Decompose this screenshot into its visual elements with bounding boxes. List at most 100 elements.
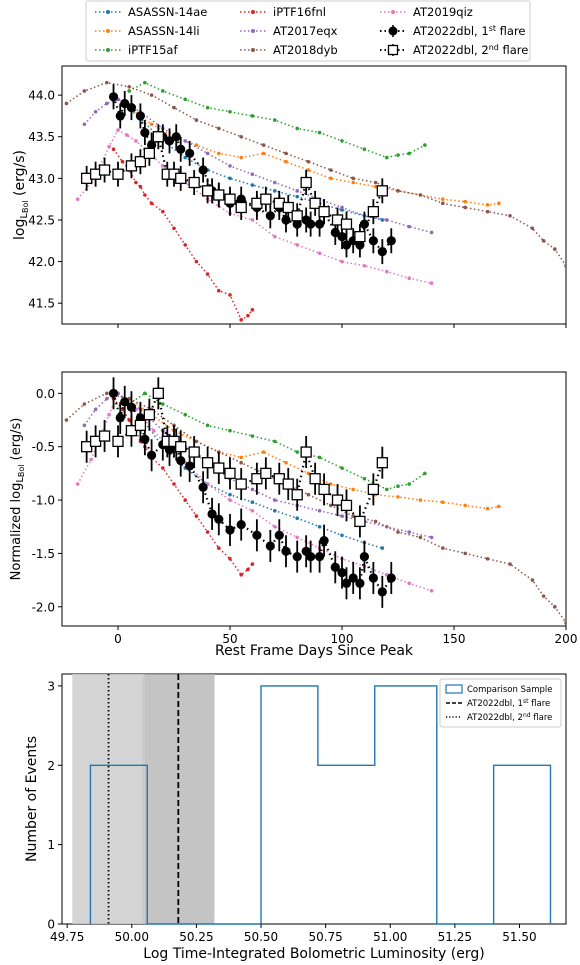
- data-point: [239, 460, 243, 465]
- panel-top-frame: [61, 65, 567, 325]
- panel-middle: -2.0 -1.5 -1.0 -0.5 0.0 0 50 100 150 200 Normaliz…: [9, 371, 577, 659]
- data-point: [463, 205, 468, 210]
- data-point: [541, 594, 546, 598]
- data-point: [183, 155, 187, 160]
- legend-marker: [106, 48, 110, 52]
- x-tick-label: 100: [331, 632, 354, 646]
- data-point: [340, 205, 344, 210]
- data-point: [127, 418, 131, 422]
- data-point: [250, 183, 255, 187]
- data-point: [149, 93, 154, 97]
- y-tick-label: 42.0: [28, 255, 55, 269]
- legend-marker: [251, 48, 255, 52]
- y-tick-label: 44.0: [28, 89, 55, 103]
- data-point: [295, 516, 300, 521]
- data-point: [385, 487, 389, 492]
- data-point: [273, 234, 277, 239]
- data-point: [485, 209, 490, 214]
- data-point: [194, 259, 199, 264]
- data-point: [306, 471, 311, 476]
- legend-label: iPTF16fnl: [273, 5, 326, 19]
- legend-frame: [85, 0, 531, 62]
- data-point: [134, 180, 138, 185]
- data-point: [485, 203, 490, 207]
- data-point: [107, 412, 111, 417]
- data-point: [359, 219, 369, 229]
- legend-item-asassn-14ae: ASASSN-14ae: [95, 5, 207, 19]
- data-point: [134, 139, 138, 143]
- data-point: [89, 457, 93, 462]
- data-point: [105, 396, 109, 401]
- data-point: [75, 197, 80, 201]
- data-point: [228, 428, 232, 433]
- data-point: [284, 460, 288, 465]
- data-point: [188, 176, 200, 189]
- data-point: [429, 281, 434, 286]
- data-point: [315, 552, 325, 562]
- data-point: [239, 134, 243, 139]
- data-point: [213, 462, 225, 474]
- data-point: [273, 498, 277, 502]
- data-point: [143, 147, 156, 160]
- data-point: [309, 473, 321, 485]
- data-point: [235, 201, 247, 214]
- data-point: [250, 500, 255, 505]
- legend-item-comparison-sample: Comparison Sample: [445, 684, 552, 695]
- data-point: [367, 483, 380, 496]
- data-point: [553, 604, 557, 609]
- data-point: [377, 246, 387, 257]
- data-point: [105, 80, 109, 85]
- data-point: [380, 218, 385, 222]
- x-tick-label: 51.50: [502, 930, 536, 944]
- legend-label: AT2022dbl, 2nd flare: [413, 43, 528, 57]
- legend-marker: [391, 10, 395, 14]
- legend-label: AT2022dbl, 1st flare: [467, 698, 550, 709]
- data-point: [291, 489, 303, 501]
- series-line: [128, 81, 426, 159]
- series-at2022dbl-2nd-flare: [80, 124, 388, 250]
- data-point: [564, 263, 566, 268]
- data-point: [183, 243, 187, 247]
- data-point: [82, 89, 87, 93]
- data-point: [292, 552, 302, 562]
- data-point: [485, 506, 490, 511]
- data-point: [82, 402, 87, 406]
- data-point: [354, 230, 366, 243]
- data-point: [98, 164, 111, 176]
- data-point: [485, 556, 490, 561]
- data-point: [152, 131, 164, 143]
- data-point: [407, 530, 412, 534]
- legend-item-at2022dbl-2nd-flare: AT2022dbl, 2nd flare: [446, 712, 552, 723]
- x-tick-label: 50.00: [115, 930, 149, 944]
- data-point: [161, 209, 165, 214]
- data-point: [295, 243, 300, 247]
- data-point: [354, 515, 366, 528]
- data-point: [295, 194, 300, 199]
- data-point: [407, 151, 412, 156]
- data-point: [306, 168, 311, 172]
- data-point: [108, 92, 119, 102]
- data-point: [116, 128, 120, 132]
- panel-top: 41.5 42.0 42.5 43.0 43.5 44.0 logLBol (erg/s): [12, 65, 567, 328]
- data-point: [126, 103, 137, 113]
- data-point: [373, 184, 378, 189]
- data-point: [235, 478, 247, 490]
- data-point: [396, 189, 400, 193]
- data-point: [340, 466, 344, 470]
- data-point: [140, 127, 150, 138]
- data-point: [194, 514, 199, 518]
- data-point: [205, 151, 210, 156]
- legend-item-at2018dyb: AT2018dyb: [240, 43, 338, 57]
- data-point: [295, 126, 300, 131]
- data-point: [441, 197, 445, 201]
- data-point: [82, 122, 87, 127]
- data-point: [306, 159, 311, 164]
- data-point: [205, 105, 210, 110]
- data-point: [161, 89, 165, 93]
- panel-bottom: 0 1 2 3 49.75 50.00 50.25 50.50 50.75 51.00 51.25 5…: [24, 673, 567, 962]
- data-point: [429, 588, 434, 593]
- data-point: [281, 215, 291, 225]
- legend-item-at2019qiz: AT2019qiz: [380, 5, 473, 19]
- series-line: [117, 392, 383, 549]
- data-point: [380, 546, 385, 550]
